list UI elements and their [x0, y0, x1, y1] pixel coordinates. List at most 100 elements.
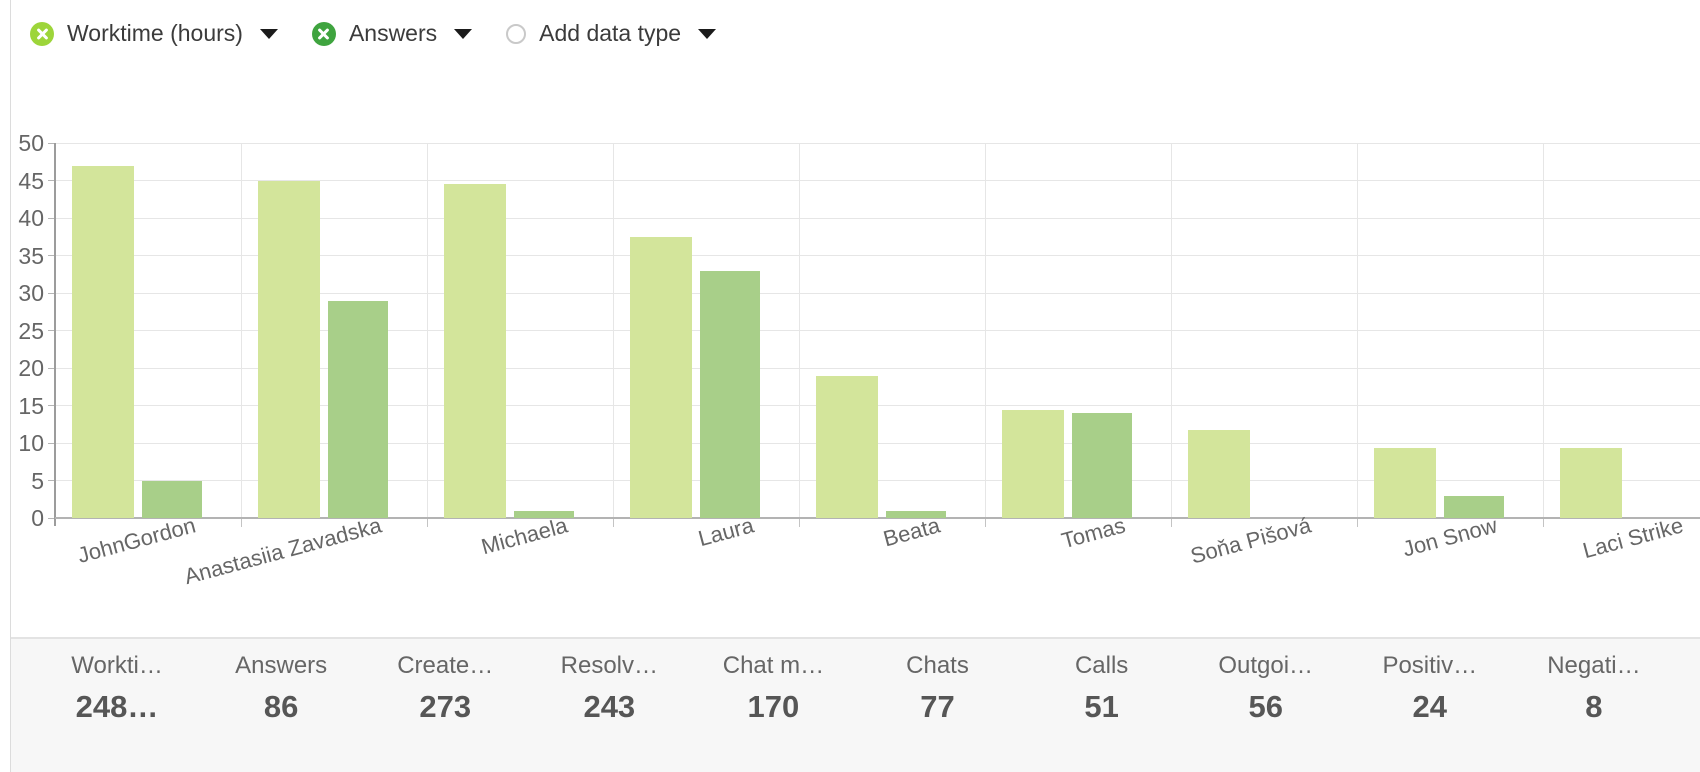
bar-answers-beata — [886, 510, 946, 518]
gridline-h — [55, 142, 1700, 144]
y-axis-label: 15 — [18, 392, 44, 419]
stat-positiv[interactable]: Positiv… 24 — [1348, 651, 1512, 772]
chevron-down-icon[interactable] — [698, 28, 717, 39]
gridline-v — [799, 143, 800, 518]
y-axis-tick — [48, 405, 55, 406]
stat-label: Calls — [1074, 652, 1129, 679]
y-axis-label: 50 — [18, 130, 44, 156]
y-axis-tick — [48, 217, 55, 219]
x-axis-tick — [241, 518, 242, 527]
totals-bar: Workti… 248… Answers 86 Create… 273 Resolv… 243… — [11, 637, 1700, 772]
stat-value: 56 — [1248, 689, 1283, 724]
gridline-v — [985, 143, 986, 518]
stat-outgoi[interactable]: Outgoi… 56 — [1184, 651, 1348, 772]
y-axis-label: 45 — [18, 167, 44, 194]
y-axis-tick — [48, 367, 55, 369]
gridline-h — [55, 180, 1700, 181]
y-axis-tick — [48, 255, 55, 256]
gridline-v — [1357, 143, 1358, 518]
stat-label: Negati… — [1547, 652, 1641, 679]
stat-answers[interactable]: Answers 86 — [199, 651, 363, 772]
x-axis-tick — [799, 518, 800, 527]
stat-value: 243 — [583, 689, 636, 724]
bar-worktime-hours-jon-snow — [1374, 448, 1436, 518]
x-axis-tick — [1171, 518, 1172, 527]
y-axis-line — [54, 143, 56, 526]
stat-value: 77 — [920, 689, 955, 724]
stat-label: Workti… — [71, 652, 163, 679]
bar-answers-laura — [700, 270, 760, 518]
y-axis-label: 35 — [18, 242, 44, 269]
y-axis-label: 25 — [18, 317, 44, 344]
x-axis-label: Michaela — [478, 512, 571, 560]
stat-chat-m[interactable]: Chat m… 170 — [691, 651, 855, 772]
stat-label: Create… — [397, 652, 494, 679]
x-axis-line — [55, 517, 1700, 519]
x-axis-tick — [613, 518, 614, 527]
gridline-h — [55, 330, 1700, 331]
x-axis-label: JohnGordon — [74, 512, 199, 568]
empty-circle-icon[interactable] — [506, 23, 527, 44]
stat-negati[interactable]: Negati… 8 — [1512, 651, 1676, 772]
remove-answers-x-circle-icon[interactable] — [311, 21, 336, 46]
x-axis-tick — [1543, 518, 1544, 527]
stat-create[interactable]: Create… 273 — [363, 651, 527, 772]
x-axis-label: Jon Snow — [1400, 512, 1501, 562]
gridline-v — [1171, 143, 1172, 518]
data-type-selector-row: Worktime (hours) Answers Add data type — [30, 20, 717, 47]
bar-answers-anastasiia-zavadska — [328, 300, 388, 518]
stat-value: 8 — [1585, 689, 1603, 724]
bar-worktime-hours-anastasiia-zavadska — [258, 180, 320, 518]
bar-worktime-hours-tomas — [1002, 410, 1064, 518]
stat-chats[interactable]: Chats 77 — [855, 651, 1019, 772]
gridline-h — [55, 367, 1700, 369]
remove-worktime-x-circle-icon[interactable] — [30, 21, 54, 46]
stat-value: 273 — [419, 689, 472, 724]
panel-left-border — [10, 0, 11, 772]
answers-data-type-label: Answers — [348, 20, 438, 46]
stat-calls[interactable]: Calls 51 — [1020, 651, 1184, 772]
bar-answers-michaela — [514, 510, 574, 518]
y-axis-label: 30 — [18, 280, 44, 306]
x-axis-label: Anastasiia Zavadska — [181, 512, 385, 590]
y-axis-tick — [48, 442, 55, 444]
y-axis-label: 5 — [31, 467, 44, 494]
bar-worktime-hours-so-a-pi-ov — [1188, 430, 1250, 518]
stat-label: Chats — [906, 652, 969, 679]
y-axis-tick — [48, 330, 55, 331]
gridline-h — [55, 217, 1700, 219]
worktime-data-type-label: Worktime (hours) — [67, 20, 243, 46]
bar-worktime-hours-johngordon — [72, 165, 134, 518]
gridline-v — [427, 143, 428, 518]
y-axis-tick — [48, 480, 55, 481]
stat-value: 24 — [1412, 689, 1448, 724]
chevron-down-icon[interactable] — [454, 28, 473, 39]
x-axis-tick — [427, 518, 428, 527]
bar-worktime-hours-laci-strike — [1560, 448, 1622, 518]
gridline-h — [55, 292, 1700, 294]
x-axis-label: Laci Strike — [1580, 512, 1687, 564]
stat-resolv[interactable]: Resolv… 243 — [527, 651, 691, 772]
stat-label: Outgoi… — [1218, 652, 1314, 679]
stat-workti[interactable]: Workti… 248… — [35, 651, 199, 772]
y-axis-tick — [48, 292, 55, 294]
data-type-worktime-dropdown[interactable]: Worktime (hours) — [30, 20, 278, 47]
bar-answers-johngordon — [142, 480, 202, 518]
x-axis-label: Soňa Pišová — [1188, 512, 1315, 569]
data-type-answers-dropdown[interactable]: Answers — [311, 20, 473, 47]
bar-worktime-hours-beata — [816, 375, 878, 518]
stat-value: 51 — [1084, 689, 1119, 724]
chevron-down-icon[interactable] — [259, 28, 278, 39]
add-data-type-label: Add data type — [539, 20, 682, 46]
bar-worktime-hours-laura — [630, 236, 692, 518]
add-data-type-dropdown[interactable]: Add data type — [506, 20, 717, 47]
gridline-v — [241, 143, 242, 518]
gridline-v — [613, 143, 614, 518]
stat-value: 86 — [263, 689, 299, 724]
y-axis-label: 20 — [18, 355, 44, 381]
x-axis-tick — [985, 518, 986, 527]
bar-answers-tomas — [1072, 413, 1132, 518]
bar-worktime-hours-michaela — [444, 184, 506, 518]
